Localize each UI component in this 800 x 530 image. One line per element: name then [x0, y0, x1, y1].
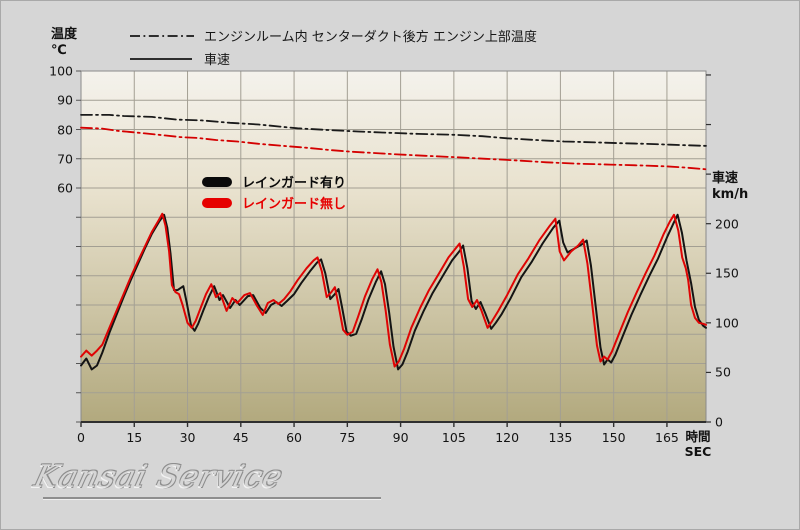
- right-axis-title: 車速 km/h: [712, 171, 748, 203]
- left-axis-title-line1: 温度: [51, 27, 78, 42]
- watermark-underline: [43, 497, 381, 499]
- x-axis-title: 時間 SEC: [682, 429, 714, 459]
- tick-x-label: 45: [232, 430, 249, 445]
- x-axis-title-line2: SEC: [684, 444, 712, 459]
- left-axis-title: 温度 ℃: [51, 27, 77, 59]
- solid-line-sample-icon: [130, 57, 192, 60]
- watermark-text: Kansai Service: [30, 459, 287, 495]
- tick-x-label: 15: [126, 430, 143, 445]
- x-axis-title-line1: 時間: [685, 429, 711, 444]
- tick-x-label: 60: [286, 430, 303, 445]
- tick-left-label: 100: [49, 63, 73, 79]
- tick-right-label: 150: [715, 265, 739, 281]
- tick-x-label: 150: [601, 430, 626, 445]
- tick-left-label: 80: [57, 122, 73, 137]
- series-line-2: [80, 213, 707, 371]
- tick-right-label: 100: [715, 315, 739, 331]
- tick-right-label: 0: [715, 414, 723, 430]
- legend-label-temperature: エンジンルーム内 センターダクト後方 エンジン上部温度: [204, 30, 537, 45]
- legend-row-rainguard-off: レインガード無し: [202, 192, 346, 213]
- tick-x-label: 75: [339, 430, 356, 445]
- right-axis-title-line1: 車速: [712, 171, 739, 186]
- tick-x-label: 90: [392, 430, 409, 445]
- legend-row-speed: 車速: [129, 47, 537, 70]
- series-line-3: [80, 212, 707, 368]
- tick-x-label: 0: [77, 430, 85, 445]
- legend-label-rainguard-off: レインガード無し: [242, 197, 347, 212]
- tick-left-label: 60: [57, 180, 73, 196]
- watermark: Kansai Service: [19, 457, 389, 519]
- series-legend: レインガード有り レインガード無し: [202, 171, 346, 213]
- red-series-swatch-icon: [202, 197, 232, 208]
- right-axis-title-line2: km/h: [712, 187, 749, 202]
- legend-row-rainguard-on: レインガード有り: [202, 171, 346, 192]
- legend-row-temperature: エンジンルーム内 センターダクト後方 エンジン上部温度: [129, 24, 537, 47]
- dashdot-line-sample-icon: [130, 34, 194, 37]
- tick-x-label: 165: [655, 430, 679, 445]
- top-legend: エンジンルーム内 センターダクト後方 エンジン上部温度 車速: [129, 24, 537, 70]
- black-series-swatch-icon: [202, 176, 232, 187]
- tick-right-label: 50: [715, 364, 731, 380]
- tick-right-label: 200: [715, 216, 739, 232]
- tick-x-label: 30: [179, 430, 196, 445]
- series-line-0: [80, 114, 707, 147]
- tick-x-label: 135: [548, 430, 573, 445]
- tick-x-label: 120: [495, 430, 520, 445]
- tick-x-label: 105: [441, 430, 466, 445]
- tick-left-label: 70: [57, 151, 73, 167]
- legend-label-speed: 車速: [204, 53, 231, 68]
- left-axis-title-line2: ℃: [51, 43, 67, 58]
- series-line-1: [80, 126, 707, 171]
- tick-left-label: 90: [57, 92, 73, 108]
- legend-label-rainguard-on: レインガード有り: [242, 176, 347, 191]
